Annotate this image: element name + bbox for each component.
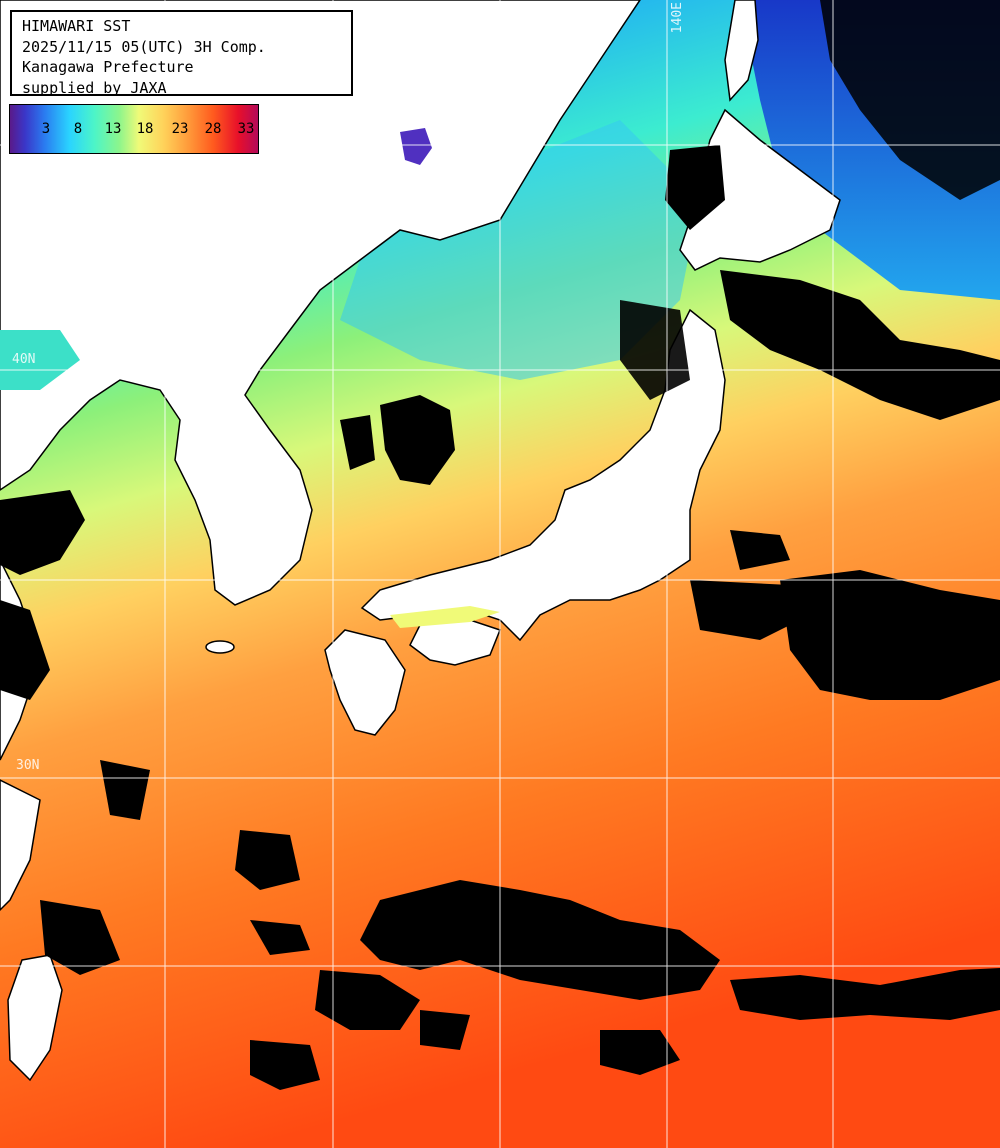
cloud-ryukyu xyxy=(235,830,300,890)
lon-140-label: 140E xyxy=(670,2,685,34)
taiwan xyxy=(7,954,63,1082)
cloud-east-china-sea-2 xyxy=(100,760,150,820)
cloud-pacific-east-2 xyxy=(690,580,800,640)
china-coast-south xyxy=(0,779,41,912)
cloud-pacific-south-6 xyxy=(600,1030,680,1075)
colorbar-tick: 28 xyxy=(204,121,222,137)
shikoku xyxy=(409,619,501,666)
cloud-pacific-south-2 xyxy=(315,970,420,1030)
colorbar-tick: 8 xyxy=(73,121,83,137)
colorbar-tick: 18 xyxy=(136,121,154,137)
cloud-honshu-north xyxy=(620,300,690,400)
colorbar-tick: 33 xyxy=(237,121,255,137)
timestamp: 2025/11/15 05(UTC) 3H Comp. xyxy=(22,37,266,56)
cloud-japan-sea xyxy=(380,395,455,485)
bohai-sea xyxy=(0,330,80,390)
data-source: supplied by JAXA xyxy=(22,78,167,97)
cloud-yellow-sea xyxy=(0,490,85,575)
jeju-island xyxy=(205,640,235,654)
cloud-japan-sea-2 xyxy=(340,415,375,470)
colorbar-tick: 13 xyxy=(104,121,122,137)
colorbar-ticks: 3 8 13 18 23 28 33 xyxy=(10,121,258,139)
cloud-pacific-south-5 xyxy=(420,1010,470,1050)
sakhalin xyxy=(724,0,759,102)
cloud-china-coast xyxy=(0,600,50,700)
seto-inland-sea xyxy=(390,606,500,628)
region-name: Kanagawa Prefecture xyxy=(22,58,194,76)
japan-sea-cool xyxy=(340,120,700,380)
lat-40-label: 40N xyxy=(12,352,36,367)
lat-30-label: 30N xyxy=(16,758,40,773)
cloud-ryukyu-2 xyxy=(250,920,310,955)
colorbar-tick: 23 xyxy=(171,121,189,137)
cloud-pacific-east-3 xyxy=(730,530,790,570)
colorbar-tick: 3 xyxy=(41,121,51,137)
info-box: HIMAWARI SST 2025/11/15 05(UTC) 3H Comp.… xyxy=(10,10,353,97)
cloud-pacific-east xyxy=(780,570,1000,700)
product-title: HIMAWARI SST xyxy=(22,17,131,35)
temperature-colorbar: 3 8 13 18 23 28 33 xyxy=(9,104,259,154)
cloud-pacific-south xyxy=(360,880,720,1000)
cloud-okhotsk xyxy=(820,0,1000,200)
cloud-pacific-south-3 xyxy=(730,968,1000,1020)
cloud-hokkaido-west xyxy=(665,145,725,230)
cloud-east-china-sea xyxy=(40,900,120,975)
cloud-tohoku xyxy=(720,270,1000,420)
kyushu xyxy=(324,629,406,736)
cloud-pacific-south-4 xyxy=(250,1040,320,1090)
cold-patch-island xyxy=(400,128,432,165)
